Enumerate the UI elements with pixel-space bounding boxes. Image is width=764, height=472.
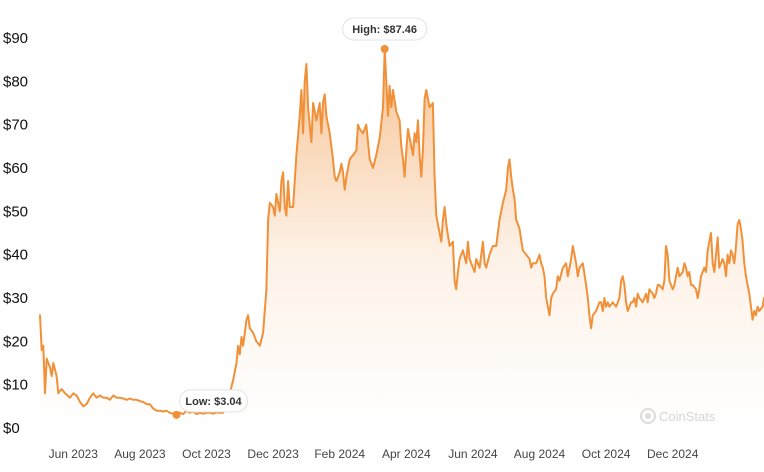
annotations: High: $87.46 Low: $3.04 [172,17,428,419]
x-tick-label: Oct 2023 [182,447,231,461]
x-tick-label: Apr 2024 [382,447,431,461]
high-label: High: $87.46 [352,24,417,36]
y-tick-label: $40 [3,247,28,264]
price-area [40,49,764,428]
low-marker [172,410,181,419]
x-tick-label: Oct 2024 [582,447,631,461]
y-axis: $0 $10 $20 $30 $40 $50 $60 $70 $80 $90 [3,30,28,437]
watermark-text: CoinStats [659,409,716,424]
low-badge [179,389,249,413]
y-tick-label: $0 [3,420,20,437]
y-tick-label: $60 [3,160,28,177]
high-badge [342,17,428,41]
x-tick-label: Jun 2024 [448,447,498,461]
x-tick-label: Aug 2024 [514,447,566,461]
watermark: CoinStats [640,408,716,424]
y-tick-label: $70 [3,117,28,134]
coinstats-logo-icon [640,408,656,424]
y-tick-label: $20 [3,333,28,350]
y-tick-label: $50 [3,203,28,220]
price-line [39,48,764,416]
y-tick-label: $30 [3,290,28,307]
high-marker [380,45,389,54]
x-tick-label: Jun 2023 [49,447,99,461]
x-tick-label: Dec 2024 [647,447,699,461]
y-tick-label: $10 [3,377,28,394]
y-tick-label: $90 [3,30,28,47]
y-tick-label: $80 [3,73,28,90]
x-tick-label: Feb 2024 [314,447,365,461]
x-tick-label: Dec 2023 [247,447,299,461]
low-label: Low: $3.04 [185,396,242,408]
x-tick-label: Aug 2023 [114,447,166,461]
x-axis: Jun 2023 Aug 2023 Oct 2023 Dec 2023 Feb 2024… [49,447,699,461]
